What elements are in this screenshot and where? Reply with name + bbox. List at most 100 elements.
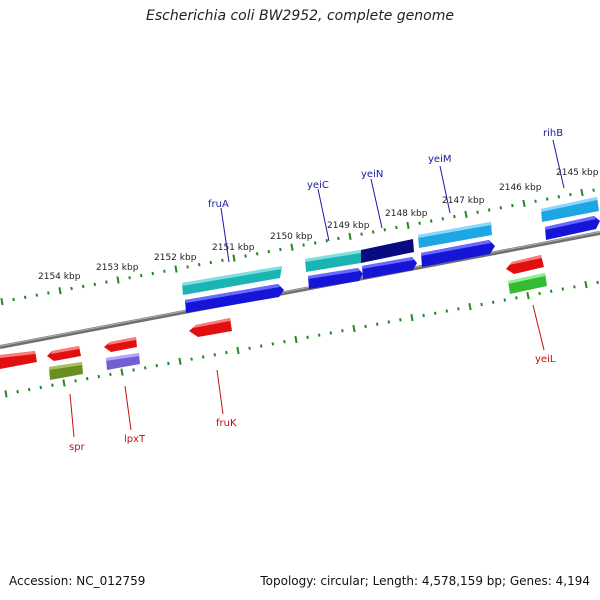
ruler-tick	[97, 374, 101, 379]
tick-label: 2151 kbp	[212, 243, 255, 253]
ruler-tick	[0, 298, 4, 306]
tick-label: 2145 kbp	[556, 168, 599, 178]
cds-yeiN[interactable]	[362, 257, 417, 279]
tick-label: 2149 kbp	[327, 221, 370, 231]
ruler-tick	[433, 311, 437, 315]
ruler-tick	[325, 239, 329, 243]
ruler-tick	[418, 221, 421, 225]
ruler-tick	[538, 291, 541, 296]
gene-yeiN[interactable]	[361, 239, 414, 263]
label-fruA[interactable]: fruA	[208, 199, 229, 210]
tick-label: 2147 kbp	[442, 196, 485, 206]
ruler-tick	[399, 318, 402, 322]
gene-fruK[interactable]	[189, 318, 232, 337]
ruler-tick	[549, 289, 553, 293]
label-leaders	[69, 139, 565, 438]
ruler-tick	[561, 287, 565, 291]
ruler-tick	[294, 335, 298, 344]
ruler-tick	[545, 197, 549, 201]
ruler-tick	[85, 377, 89, 381]
label-rihB[interactable]: rihB	[543, 128, 563, 139]
ruler-tick	[499, 206, 503, 210]
ruler-tick	[290, 243, 294, 251]
ruler-tick	[255, 252, 259, 256]
topology-text: Topology: circular; Length: 4,578,159 bp…	[260, 574, 590, 588]
ruler-tick	[557, 195, 561, 199]
ruler-tick	[491, 300, 495, 304]
ruler-tick	[279, 247, 282, 252]
ruler-tick	[35, 293, 39, 297]
ruler-tick	[364, 324, 367, 329]
gene-yeiM[interactable]	[418, 222, 492, 248]
ruler-tick	[383, 228, 387, 232]
label-yeiL[interactable]: yeiL	[535, 354, 556, 365]
ruler-tick	[395, 225, 398, 230]
accession-text: Accession: NC_012759	[9, 574, 146, 588]
label-yeiC[interactable]: yeiC	[307, 180, 329, 191]
tick-label: 2154 kbp	[38, 272, 81, 282]
genome-backbone	[0, 231, 600, 349]
ruler-tick	[12, 297, 15, 302]
ruler-tick	[93, 282, 97, 286]
ruler-tick	[163, 269, 166, 273]
ruler-tick	[232, 254, 236, 262]
ruler-tick	[522, 199, 526, 208]
ruler-tick	[480, 302, 483, 307]
ruler-tick	[569, 192, 572, 197]
ruler-tick	[23, 295, 27, 299]
ruler-tick	[302, 243, 305, 247]
ruler-tick	[128, 276, 131, 280]
label-yeiM[interactable]: yeiM	[428, 154, 451, 165]
ruler-tick	[236, 346, 240, 355]
map-title: Escherichia coli BW2952, complete genome	[146, 8, 454, 24]
tick-label: 2152 kbp	[154, 253, 197, 263]
cds-yeiM[interactable]	[421, 240, 495, 267]
cds-yeiL[interactable]	[508, 273, 547, 294]
ruler-tick	[313, 241, 317, 245]
ruler-tick	[526, 292, 530, 300]
ruler-tick	[596, 280, 599, 285]
ruler-tick	[306, 335, 309, 339]
gene-yeiC[interactable]	[305, 250, 361, 272]
cds-rihB[interactable]	[545, 216, 600, 240]
ruler-tick	[70, 286, 73, 291]
ruler-tick	[573, 285, 576, 289]
gene-yeiL[interactable]	[506, 255, 544, 274]
ruler-tick	[592, 188, 595, 192]
ruler-tick	[422, 313, 425, 318]
label-spr[interactable]: spr	[69, 442, 86, 453]
ruler-tick	[515, 296, 518, 300]
ruler-tick	[62, 379, 66, 387]
ruler-tick	[151, 271, 155, 276]
ruler-tick	[267, 249, 271, 254]
ruler-tick	[155, 363, 159, 368]
tick-label: 2150 kbp	[270, 232, 313, 242]
ruler-tick	[132, 368, 135, 372]
ruler-tick	[360, 232, 363, 236]
ruler-tick	[178, 357, 182, 365]
label-fruK[interactable]: fruK	[216, 418, 237, 429]
ruler-tick	[16, 390, 19, 394]
gene-rihB[interactable]	[541, 197, 599, 222]
ruler-tick	[511, 203, 514, 208]
ruler-tick	[225, 350, 228, 355]
ruler-tick	[139, 273, 143, 278]
forward-features	[182, 197, 600, 313]
ruler-tick	[503, 298, 507, 302]
label-lpxT[interactable]: lpxT	[124, 434, 146, 445]
tick-label: 2153 kbp	[96, 263, 139, 273]
ruler-tick	[190, 357, 193, 361]
cds-yeiC[interactable]	[308, 268, 363, 289]
ruler-tick	[244, 254, 247, 258]
cds-fruA[interactable]	[185, 284, 284, 313]
ruler-tick	[4, 390, 8, 398]
ruler-tick	[580, 188, 584, 197]
ruler-tick	[51, 383, 54, 387]
ruler-tick	[116, 276, 120, 284]
ruler-tick	[468, 303, 472, 311]
label-yeiN[interactable]: yeiN	[361, 169, 383, 180]
ruler-tick	[441, 217, 445, 221]
ruler-tick	[248, 346, 251, 350]
ruler-tick	[197, 263, 201, 267]
ruler-tick	[487, 208, 491, 212]
